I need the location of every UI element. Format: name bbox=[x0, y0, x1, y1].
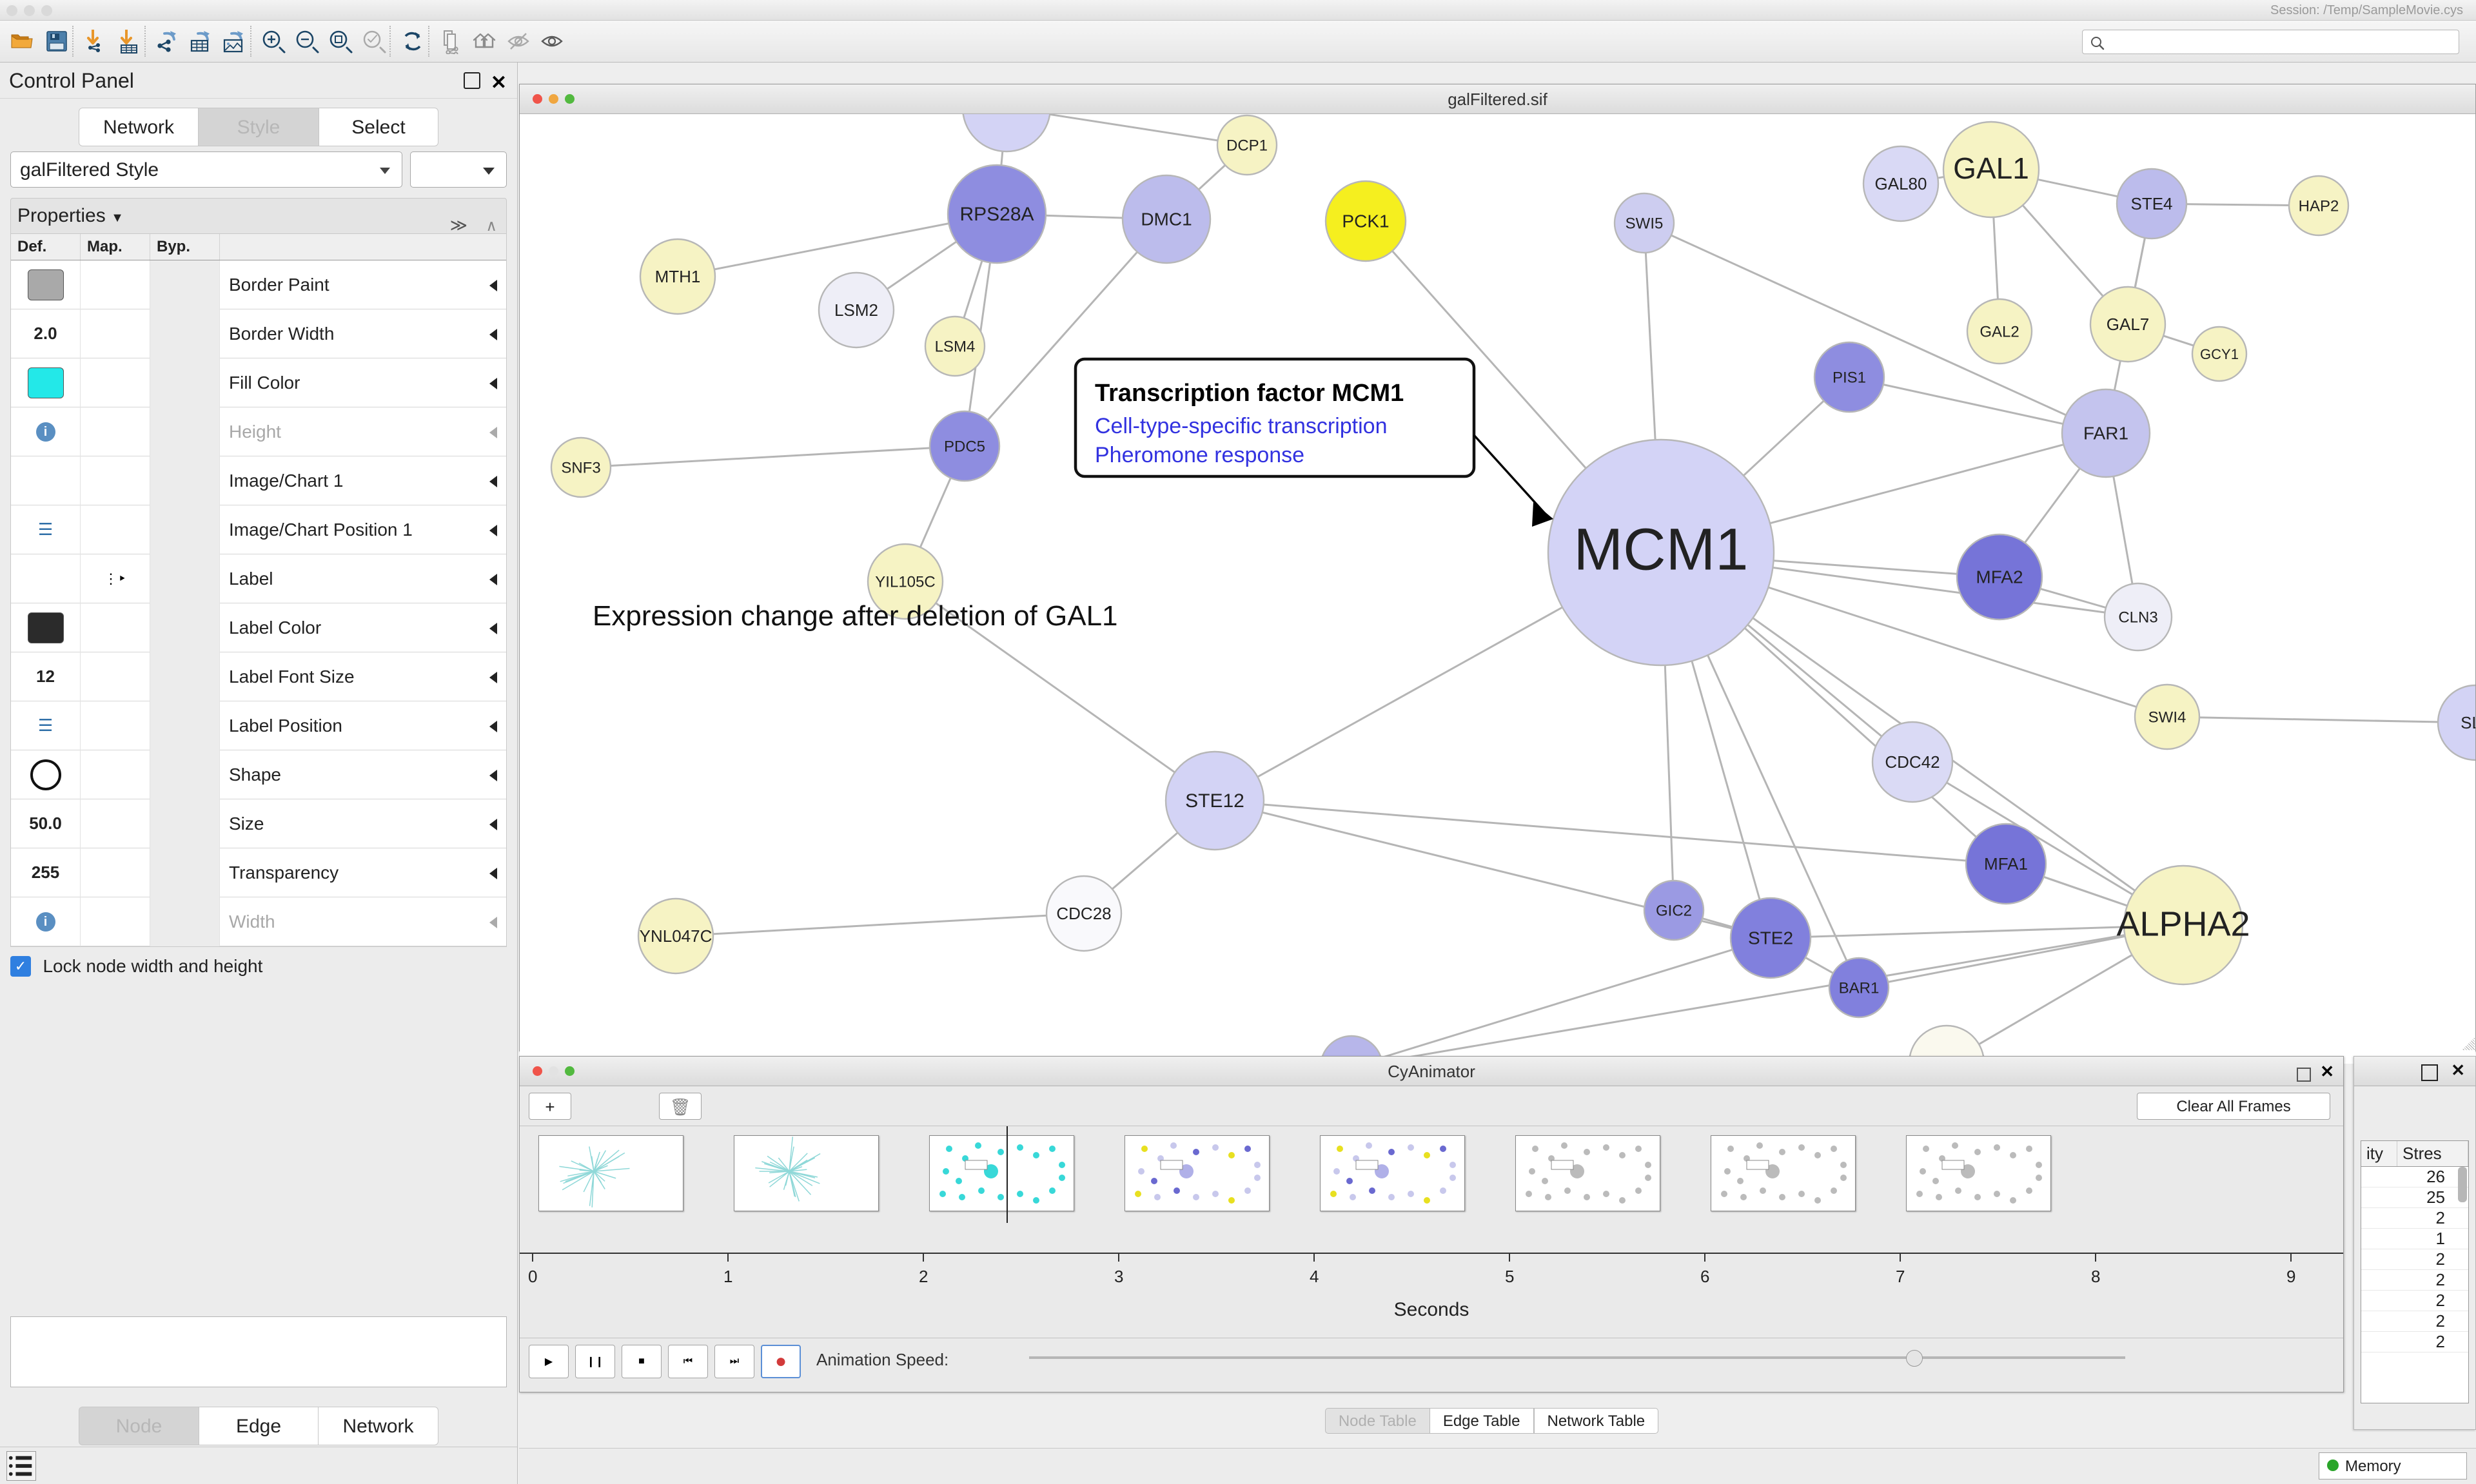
svg-text:Cell-type-specific transcripti: Cell-type-specific transcription bbox=[1095, 414, 1388, 438]
svg-text:CDC42: CDC42 bbox=[1885, 752, 1940, 772]
svg-text:Pheromone response: Pheromone response bbox=[1095, 443, 1304, 467]
svg-text:LSM4: LSM4 bbox=[935, 338, 976, 355]
svg-text:CDC28: CDC28 bbox=[1056, 904, 1111, 923]
svg-text:PDC5: PDC5 bbox=[944, 438, 985, 455]
svg-text:YIL105C: YIL105C bbox=[875, 573, 935, 591]
svg-text:RPS28A: RPS28A bbox=[959, 204, 1034, 225]
svg-text:STE2: STE2 bbox=[1748, 928, 1793, 948]
svg-text:PIS1: PIS1 bbox=[1832, 369, 1866, 386]
svg-text:SLT: SLT bbox=[2461, 713, 2475, 732]
svg-text:GAL2: GAL2 bbox=[1980, 323, 2019, 340]
svg-text:GAL80: GAL80 bbox=[1875, 174, 1927, 193]
svg-text:LSM2: LSM2 bbox=[834, 300, 878, 320]
svg-text:STE12: STE12 bbox=[1185, 790, 1244, 812]
svg-text:GIC2: GIC2 bbox=[1656, 902, 1692, 919]
svg-text:SWI4: SWI4 bbox=[2148, 708, 2186, 726]
svg-text:ALPHA2: ALPHA2 bbox=[2116, 904, 2250, 943]
svg-text:YNL047C: YNL047C bbox=[640, 926, 712, 946]
svg-text:Transcription factor MCM1: Transcription factor MCM1 bbox=[1095, 380, 1404, 407]
svg-text:MFA1: MFA1 bbox=[1984, 854, 2028, 874]
svg-text:Expression change after deleti: Expression change after deletion of GAL1 bbox=[593, 600, 1118, 632]
svg-text:MFA2: MFA2 bbox=[1976, 567, 2023, 587]
svg-text:GAL7: GAL7 bbox=[2107, 315, 2150, 334]
svg-text:GAL1: GAL1 bbox=[1953, 151, 2029, 185]
svg-text:HP SLU1: HP SLU1 bbox=[972, 114, 1041, 117]
svg-text:DCP1: DCP1 bbox=[1226, 137, 1268, 154]
svg-text:CLN3: CLN3 bbox=[2118, 609, 2157, 626]
svg-text:GCY1: GCY1 bbox=[2200, 346, 2239, 362]
svg-text:STE4: STE4 bbox=[2130, 194, 2172, 213]
svg-text:FAR1: FAR1 bbox=[2083, 423, 2128, 443]
svg-text:HAP2: HAP2 bbox=[2299, 197, 2339, 215]
svg-text:SNF3: SNF3 bbox=[561, 459, 600, 476]
svg-text:MTH1: MTH1 bbox=[655, 267, 701, 286]
svg-text:SWI5: SWI5 bbox=[1626, 215, 1664, 232]
svg-text:BAR1: BAR1 bbox=[1839, 979, 1880, 997]
svg-text:PCK1: PCK1 bbox=[1342, 211, 1389, 231]
svg-text:MCM1: MCM1 bbox=[1574, 516, 1749, 582]
svg-text:DMC1: DMC1 bbox=[1141, 209, 1192, 229]
